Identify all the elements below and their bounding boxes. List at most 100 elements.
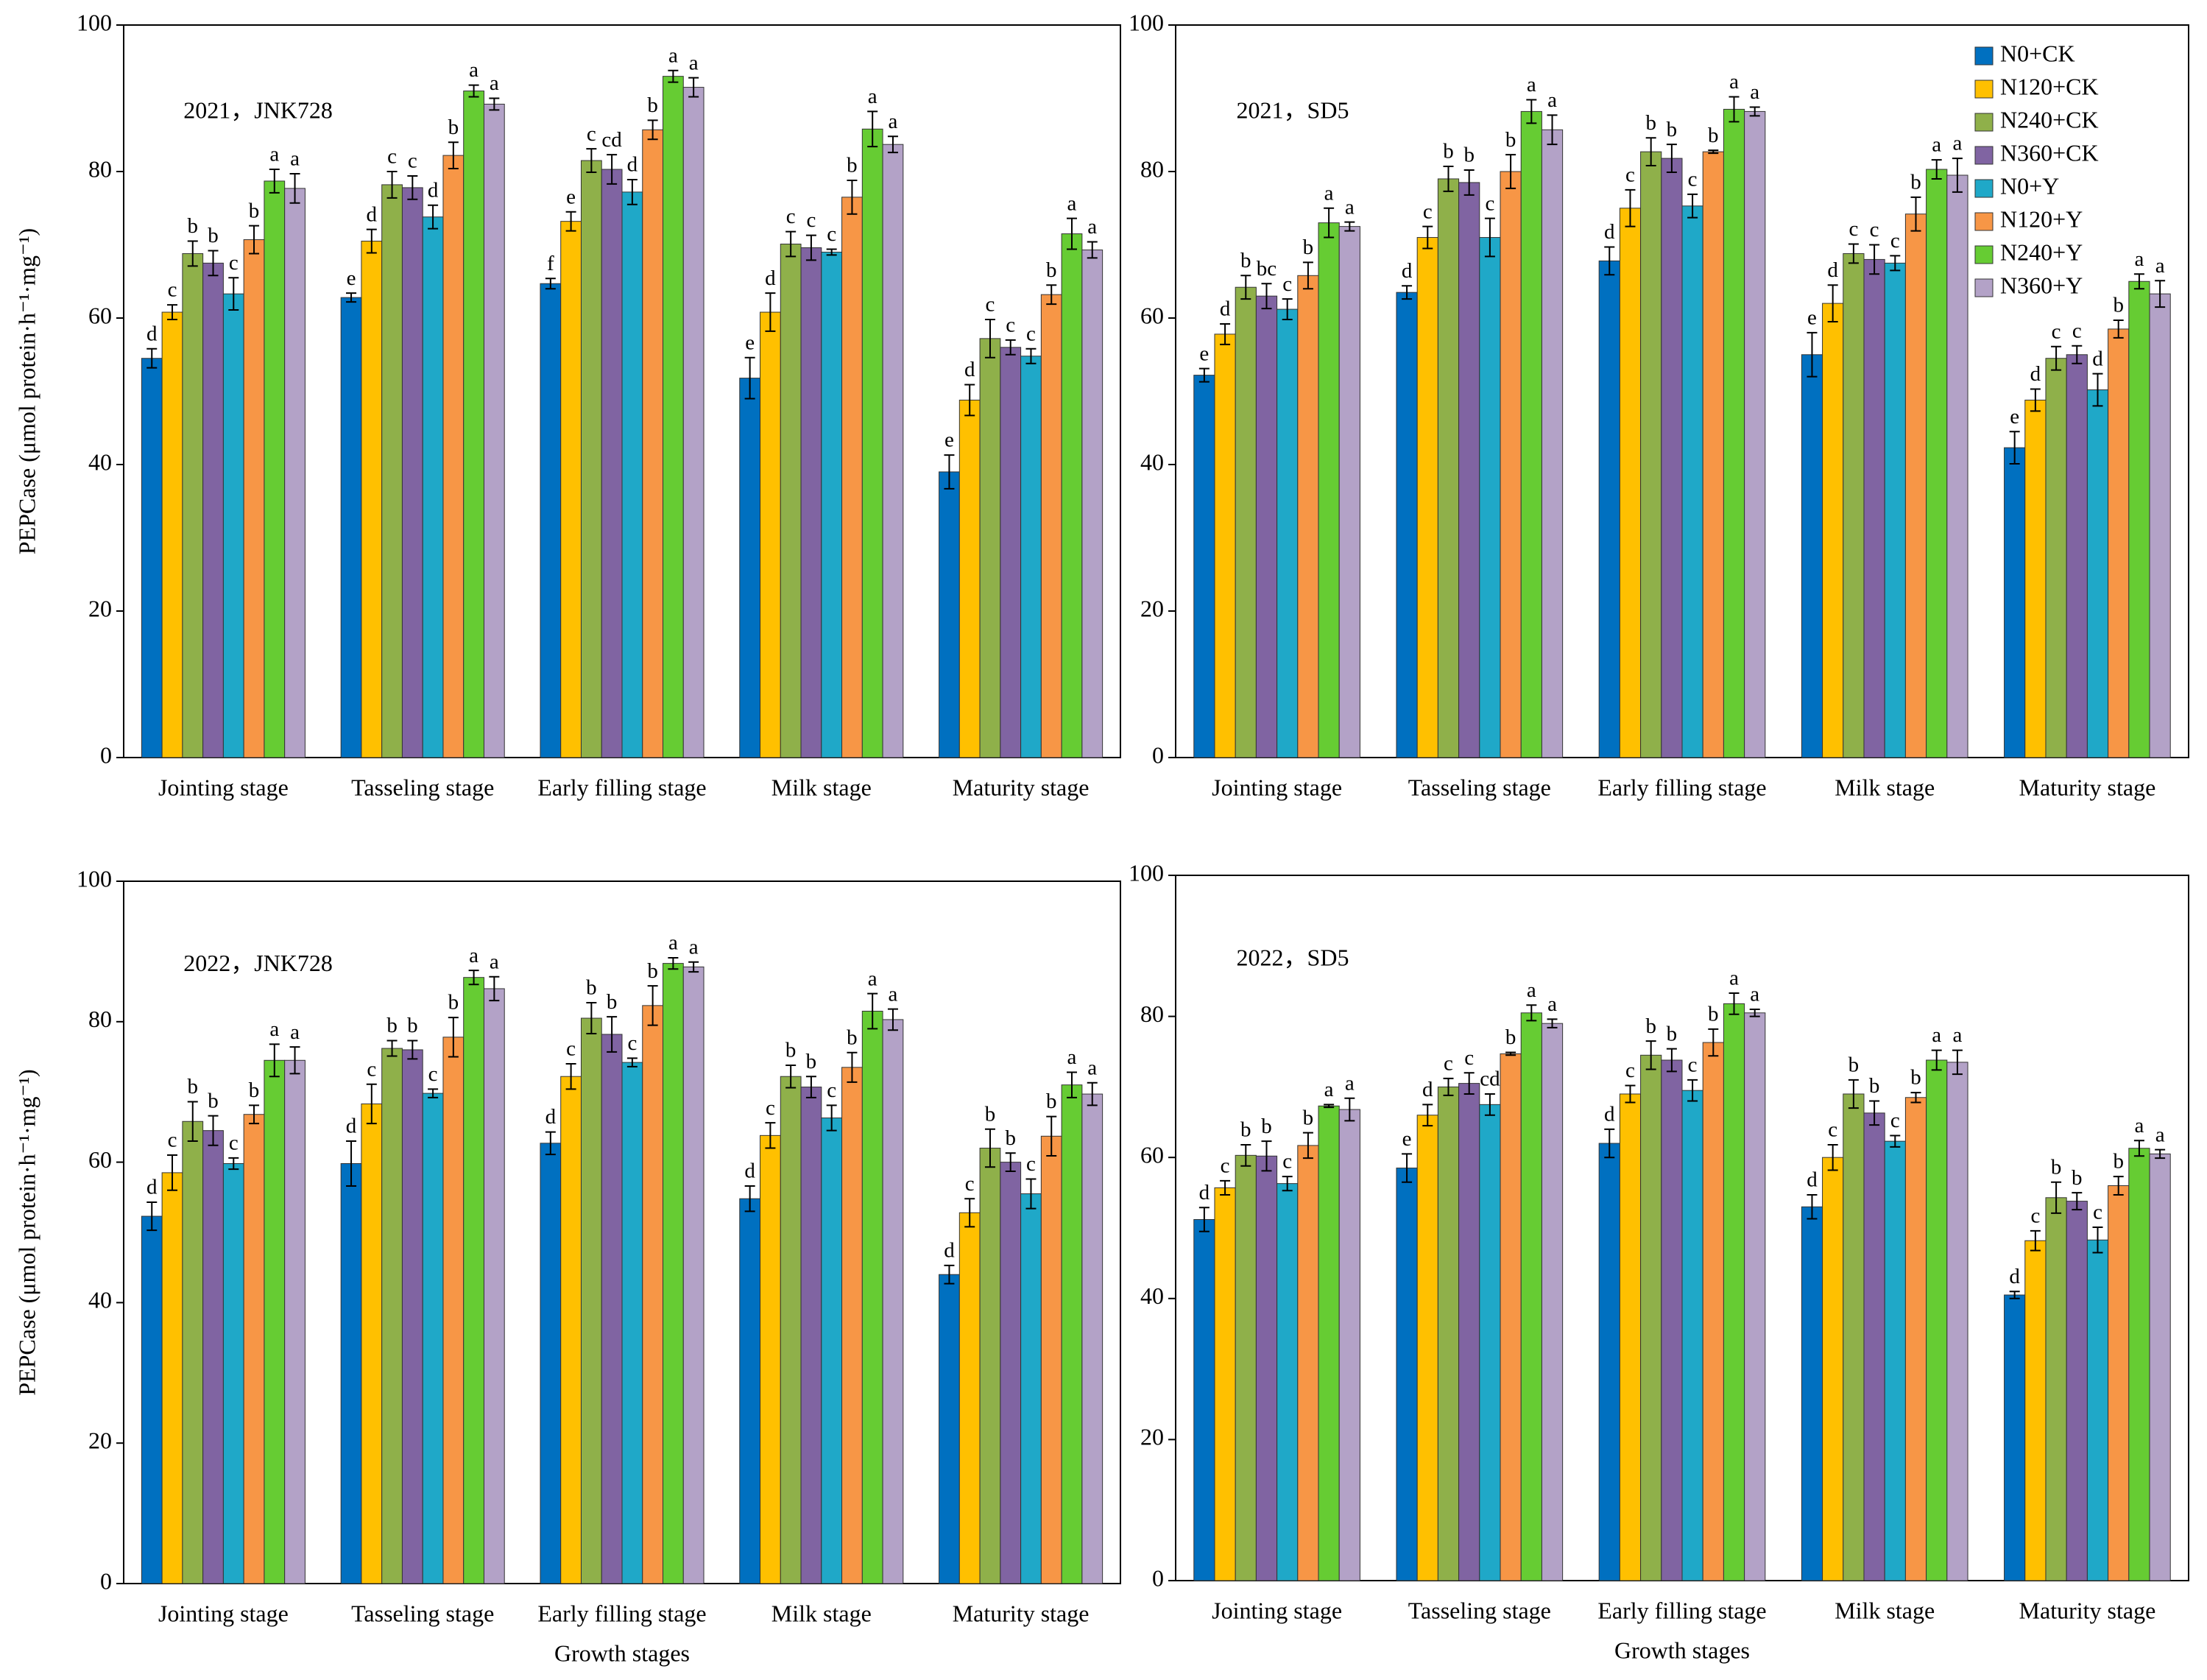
bar bbox=[1081, 249, 1104, 758]
error-bar bbox=[586, 148, 597, 173]
error-bar bbox=[1324, 207, 1335, 239]
significance-letter: c bbox=[2030, 1204, 2040, 1227]
bar bbox=[463, 977, 484, 1584]
bar bbox=[1255, 1155, 1278, 1581]
bar bbox=[1904, 213, 1927, 758]
significance-letter: c bbox=[806, 208, 816, 232]
error-bar bbox=[346, 292, 357, 303]
significance-letter: c bbox=[587, 122, 596, 146]
bar bbox=[739, 1198, 761, 1584]
error-bar bbox=[489, 975, 500, 1002]
error-bar bbox=[944, 1264, 955, 1285]
bar bbox=[760, 1134, 781, 1584]
error-bar bbox=[468, 970, 479, 986]
error-bar bbox=[1645, 137, 1656, 167]
significance-letter: c bbox=[1282, 1150, 1292, 1173]
significance-letter: c bbox=[1848, 217, 1858, 241]
error-bar bbox=[1728, 96, 1740, 123]
x-tick-label: Jointing stage bbox=[1212, 774, 1342, 800]
bar bbox=[1193, 1219, 1215, 1581]
error-bar bbox=[1324, 1104, 1335, 1109]
bar bbox=[284, 1059, 306, 1584]
bar bbox=[1479, 237, 1501, 758]
x-tick-label: Milk stage bbox=[1835, 1597, 1935, 1623]
bar bbox=[821, 1117, 843, 1584]
significance-letter: a bbox=[689, 935, 699, 959]
error-bar bbox=[744, 356, 755, 400]
significance-letter: a bbox=[290, 147, 300, 171]
error-bar bbox=[2051, 1181, 2062, 1214]
significance-letter: b bbox=[448, 991, 459, 1014]
x-tick-label: Tasseling stage bbox=[351, 774, 494, 800]
significance-letter: bc bbox=[1257, 257, 1276, 280]
error-bar bbox=[2113, 1176, 2124, 1196]
error-bar bbox=[1931, 1049, 1942, 1071]
error-bar bbox=[1484, 1093, 1495, 1116]
significance-letter: cd bbox=[601, 128, 622, 152]
bar bbox=[2004, 447, 2026, 758]
bar bbox=[264, 1059, 286, 1584]
error-bar bbox=[1807, 331, 1818, 378]
x-tick-label: Jointing stage bbox=[158, 1600, 289, 1626]
bar bbox=[1744, 110, 1766, 758]
error-bar bbox=[847, 1051, 858, 1083]
x-tick-label: Jointing stage bbox=[158, 774, 289, 800]
error-bar bbox=[1025, 347, 1037, 364]
error-bar bbox=[407, 1040, 418, 1060]
bar bbox=[483, 103, 505, 758]
significance-letter: c bbox=[965, 1172, 975, 1196]
legend-swatch bbox=[1974, 179, 1994, 198]
bar bbox=[2045, 1197, 2067, 1581]
error-bar bbox=[626, 178, 638, 205]
significance-letter: a bbox=[1324, 181, 1334, 205]
bar bbox=[1000, 347, 1022, 758]
significance-letter: c bbox=[229, 251, 239, 275]
y-tick-label: 100 bbox=[1129, 859, 1164, 886]
error-bar bbox=[867, 992, 878, 1030]
significance-letter: c bbox=[1625, 163, 1635, 187]
y-tick-label: 40 bbox=[1140, 448, 1164, 475]
error-bar bbox=[1220, 322, 1231, 345]
bar bbox=[2086, 1239, 2109, 1581]
significance-letter: a bbox=[889, 110, 898, 133]
significance-letter: a bbox=[689, 51, 699, 74]
significance-letter: d bbox=[944, 1238, 955, 1262]
significance-letter: a bbox=[269, 143, 279, 166]
x-tick-label: Early filling stage bbox=[1597, 1597, 1766, 1623]
error-bar bbox=[1282, 1176, 1293, 1192]
bar bbox=[642, 129, 664, 758]
significance-letter: c bbox=[827, 1079, 836, 1102]
error-bar bbox=[1046, 284, 1057, 306]
bar bbox=[1500, 1053, 1522, 1581]
bar bbox=[2128, 1148, 2150, 1581]
significance-letter: c bbox=[1625, 1059, 1635, 1082]
y-axis-label: PEPCase (μmol protein·h⁻¹·mg⁻¹) bbox=[13, 1069, 40, 1395]
error-bar bbox=[2133, 273, 2144, 290]
error-bar bbox=[1666, 1048, 1677, 1073]
significance-letter: e bbox=[566, 185, 576, 208]
bar bbox=[1338, 1109, 1360, 1581]
error-bar bbox=[1848, 1079, 1859, 1109]
significance-letter: b bbox=[1046, 1090, 1057, 1113]
bar bbox=[841, 197, 863, 758]
error-bar bbox=[386, 171, 398, 199]
bar bbox=[2024, 399, 2047, 758]
bar bbox=[1396, 292, 1418, 758]
significance-letter: c bbox=[986, 293, 995, 317]
significance-letter: a bbox=[868, 85, 877, 108]
error-bar bbox=[2133, 1140, 2144, 1157]
legend-swatch bbox=[1974, 212, 1994, 231]
error-bar bbox=[228, 1157, 239, 1171]
error-bar bbox=[1749, 1009, 1760, 1017]
significance-letter: a bbox=[269, 1017, 279, 1041]
y-tick-label: 80 bbox=[1140, 1000, 1164, 1027]
significance-letter: b bbox=[2113, 294, 2124, 317]
x-tick-label: Jointing stage bbox=[1212, 1597, 1342, 1623]
error-bar bbox=[208, 250, 219, 277]
error-bar bbox=[428, 1088, 439, 1098]
legend-label: N120+CK bbox=[2000, 73, 2099, 99]
error-bar bbox=[1005, 1152, 1016, 1172]
error-bar bbox=[1422, 225, 1433, 250]
significance-letter: b bbox=[586, 976, 597, 1000]
significance-letter: b bbox=[1505, 128, 1516, 152]
